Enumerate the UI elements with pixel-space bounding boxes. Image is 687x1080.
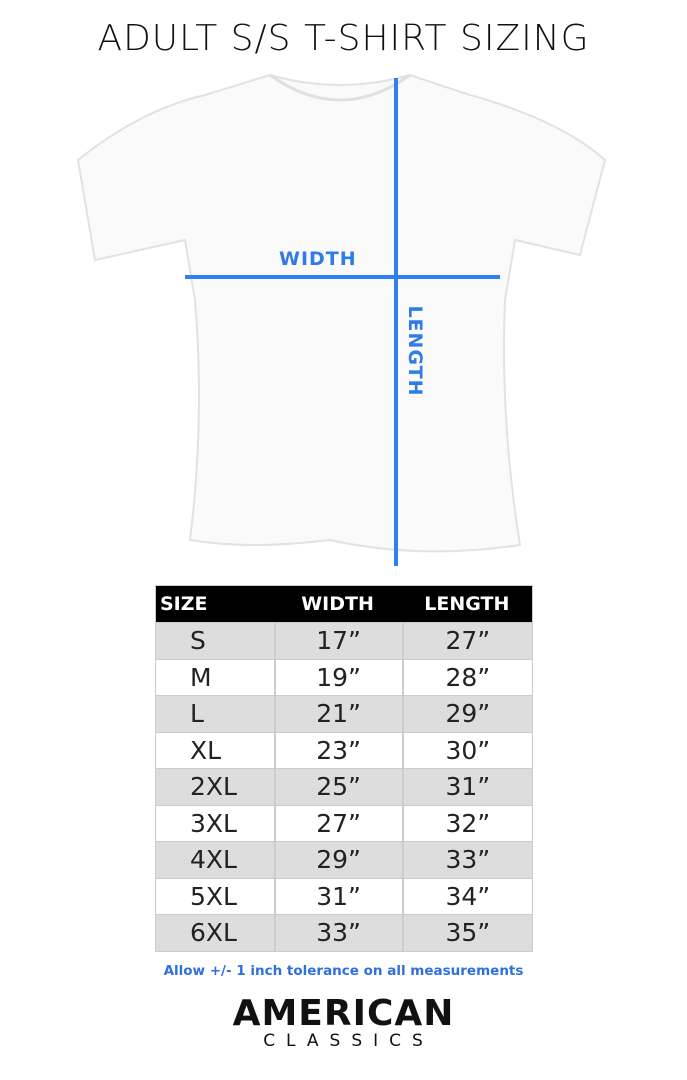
table-row: 4XL 29” 33” [156, 841, 532, 878]
cell-width: 19” [273, 659, 402, 695]
width-label: WIDTH [279, 248, 357, 270]
page-title: ADULT S/S T-SHIRT SIZING [97, 18, 590, 59]
cell-size: 3XL [190, 808, 237, 838]
table-row: 6XL 33” 35” [156, 914, 532, 951]
brand-logo-top: AMERICAN [232, 993, 455, 1034]
cell-width: 27” [273, 805, 402, 841]
tshirt-shape [76, 73, 607, 553]
table-row: XL 23” 30” [156, 731, 532, 768]
cell-length: 27” [401, 623, 532, 659]
cell-length: 34” [401, 878, 532, 914]
table-row: 5XL 31” 34” [156, 877, 532, 914]
tshirt-diagram [76, 73, 607, 566]
table-row: 2XL 25” 31” [156, 768, 532, 805]
cell-size: 5XL [190, 881, 237, 911]
table-row: S 17” 27” [156, 622, 532, 659]
table-row: 3XL 27” 32” [156, 804, 532, 841]
cell-length: 30” [401, 732, 532, 768]
cell-size: 2XL [190, 772, 237, 802]
tshirt-collar [269, 73, 411, 102]
table-header: SIZE WIDTH LENGTH [156, 586, 532, 622]
cell-length: 28” [401, 659, 532, 695]
cell-width: 23” [273, 732, 402, 768]
header-size: SIZE [160, 593, 208, 615]
cell-width: 17” [273, 623, 402, 659]
table-row: L 21” 29” [156, 695, 532, 732]
cell-length: 33” [401, 842, 532, 878]
size-table: SIZE WIDTH LENGTH S 17” 27” M 19” 28” L 21” 29” X… [155, 585, 533, 952]
cell-length: 29” [401, 696, 532, 732]
table-row: M 19” 28” [156, 658, 532, 695]
cell-size: L [190, 699, 204, 729]
cell-size: 4XL [190, 845, 237, 875]
cell-size: M [190, 662, 212, 692]
cell-width: 31” [273, 878, 402, 914]
brand-logo-bottom: CLASSICS [263, 1031, 434, 1051]
cell-length: 35” [401, 915, 532, 951]
cell-width: 25” [273, 769, 402, 805]
cell-size: 6XL [190, 918, 237, 948]
cell-size: S [190, 626, 206, 656]
length-label: LENGTH [404, 305, 426, 397]
tolerance-note: Allow +/- 1 inch tolerance on all measur… [163, 963, 524, 979]
cell-width: 33” [273, 915, 402, 951]
header-length: LENGTH [424, 593, 510, 615]
cell-size: XL [190, 735, 222, 765]
cell-length: 32” [401, 805, 532, 841]
cell-width: 29” [273, 842, 402, 878]
cell-width: 21” [273, 696, 402, 732]
header-width: WIDTH [301, 593, 374, 615]
cell-length: 31” [401, 769, 532, 805]
